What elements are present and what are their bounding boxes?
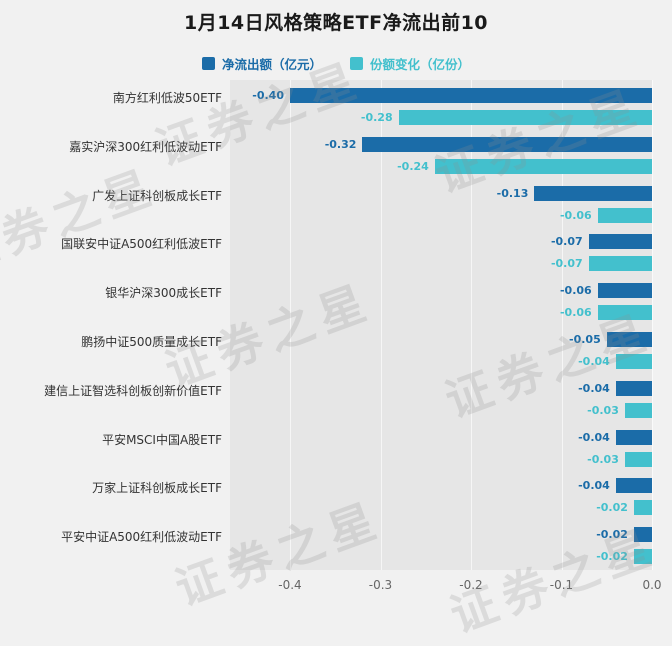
legend-label: 净流出额（亿元） bbox=[221, 57, 322, 72]
x-tick-label: -0.4 bbox=[278, 578, 302, 592]
net-outflow-bar bbox=[534, 185, 652, 201]
bar-group: 平安中证A500红利低波动ETF -0.02 -0.02 bbox=[0, 521, 672, 570]
legend: 净流出额（亿元） 份额变化（亿份） bbox=[0, 54, 672, 73]
bar-group: 银华沪深300成长ETF -0.06 -0.06 bbox=[0, 277, 672, 326]
legend-item: 净流出额（亿元） bbox=[201, 54, 322, 73]
x-tick-label: -0.2 bbox=[459, 578, 483, 592]
bar-group: 广发上证科创板成长ETF -0.13 -0.06 bbox=[0, 180, 672, 229]
bar-group: 鹏扬中证500质量成长ETF -0.05 -0.04 bbox=[0, 326, 672, 375]
category-label: 南方红利低波50ETF bbox=[112, 91, 222, 105]
share-change-bar bbox=[624, 402, 652, 418]
bar-value-label: -0.02 bbox=[596, 528, 628, 542]
bar-value-label: -0.04 bbox=[578, 355, 610, 368]
bar-value-label: -0.07 bbox=[550, 235, 583, 249]
bar-value-label: -0.06 bbox=[559, 208, 592, 222]
net-outflow-bar bbox=[633, 527, 652, 543]
share-change-bar bbox=[633, 549, 652, 565]
bar-group: 国联安中证A500红利低波ETF -0.07 -0.07 bbox=[0, 228, 672, 277]
net-outflow-bar bbox=[290, 88, 652, 103]
category-label: 建信上证智选科创板创新价值ETF bbox=[44, 383, 222, 398]
net-outflow-bar bbox=[615, 429, 652, 445]
bar-value-label: -0.40 bbox=[252, 89, 284, 102]
x-tick-label: -0.3 bbox=[368, 578, 393, 592]
net-outflow-bar bbox=[362, 136, 652, 152]
bar-value-label: -0.04 bbox=[578, 479, 610, 493]
share-change-bar bbox=[597, 207, 652, 223]
category-label: 鹏扬中证500质量成长ETF bbox=[81, 335, 222, 349]
category-label: 平安中证A500红利低波动ETF bbox=[61, 530, 222, 545]
gridline bbox=[380, 80, 382, 570]
bar-value-label: -0.04 bbox=[578, 430, 610, 444]
x-tick-label: -0.1 bbox=[549, 578, 574, 592]
bar-value-label: -0.06 bbox=[559, 306, 592, 320]
bar-group: 建信上证智选科创板创新价值ETF -0.04 -0.03 bbox=[0, 375, 672, 424]
bar-groups: 南方红利低波50ETF -0.40 -0.28 嘉实沪深300红利低波动ETF -0.3… bbox=[0, 82, 672, 570]
net-outflow-bar bbox=[588, 234, 652, 250]
category-label: 平安MSCI中国A股ETF bbox=[102, 432, 222, 447]
net-outflow-bar bbox=[597, 283, 652, 299]
bar-value-label: -0.28 bbox=[360, 111, 393, 124]
gridline bbox=[471, 80, 472, 570]
gridline bbox=[290, 80, 291, 570]
bar-value-label: -0.06 bbox=[559, 284, 592, 298]
category-label: 银华沪深300成长ETF bbox=[105, 286, 222, 301]
bar-value-label: -0.02 bbox=[596, 501, 628, 515]
gridline bbox=[652, 80, 653, 570]
bar-value-label: -0.04 bbox=[578, 381, 610, 395]
bar-value-label: -0.03 bbox=[587, 452, 619, 466]
legend-label: 份额变化（亿份） bbox=[370, 57, 471, 72]
bar-group: 万家上证科创板成长ETF -0.04 -0.02 bbox=[0, 472, 672, 521]
share-change-bar bbox=[615, 354, 652, 369]
category-label: 嘉实沪深300红利低波动ETF bbox=[69, 139, 222, 154]
bar-group: 南方红利低波50ETF -0.40 -0.28 bbox=[0, 82, 672, 131]
share-change-bar bbox=[434, 158, 652, 174]
category-label: 国联安中证A500红利低波ETF bbox=[61, 237, 222, 252]
category-label: 万家上证科创板成长ETF bbox=[92, 481, 222, 496]
x-tick-label: 0.0 bbox=[642, 578, 662, 592]
bar-value-label: -0.02 bbox=[596, 550, 628, 564]
bar-value-label: -0.32 bbox=[324, 137, 357, 151]
share-change-bar bbox=[588, 256, 652, 272]
gridline bbox=[561, 80, 563, 570]
legend-swatch-icon bbox=[350, 57, 363, 70]
legend-swatch-icon bbox=[201, 57, 215, 70]
share-change-bar bbox=[633, 500, 652, 516]
chart-canvas: 1月14日风格策略ETF净流出前10 净流出额（亿元） 份额变化（亿份） 南方红利… bbox=[0, 12, 672, 644]
net-outflow-bar bbox=[615, 478, 652, 494]
share-change-bar bbox=[597, 305, 652, 321]
share-change-bar bbox=[398, 110, 652, 125]
bar-group: 嘉实沪深300红利低波动ETF -0.32 -0.24 bbox=[0, 131, 672, 180]
bar-group: 平安MSCI中国A股ETF -0.04 -0.03 bbox=[0, 424, 672, 473]
bar-value-label: -0.07 bbox=[550, 257, 583, 271]
share-change-bar bbox=[624, 451, 652, 467]
chart-title: 1月14日风格策略ETF净流出前10 bbox=[183, 12, 489, 34]
bar-value-label: -0.24 bbox=[397, 159, 429, 173]
legend-item: 份额变化（亿份） bbox=[350, 54, 470, 73]
category-label: 广发上证科创板成长ETF bbox=[92, 188, 222, 203]
bar-value-label: -0.13 bbox=[496, 186, 529, 200]
net-outflow-bar bbox=[606, 332, 652, 347]
net-outflow-bar bbox=[615, 380, 652, 396]
bar-value-label: -0.05 bbox=[569, 333, 601, 346]
bar-value-label: -0.03 bbox=[587, 403, 619, 417]
